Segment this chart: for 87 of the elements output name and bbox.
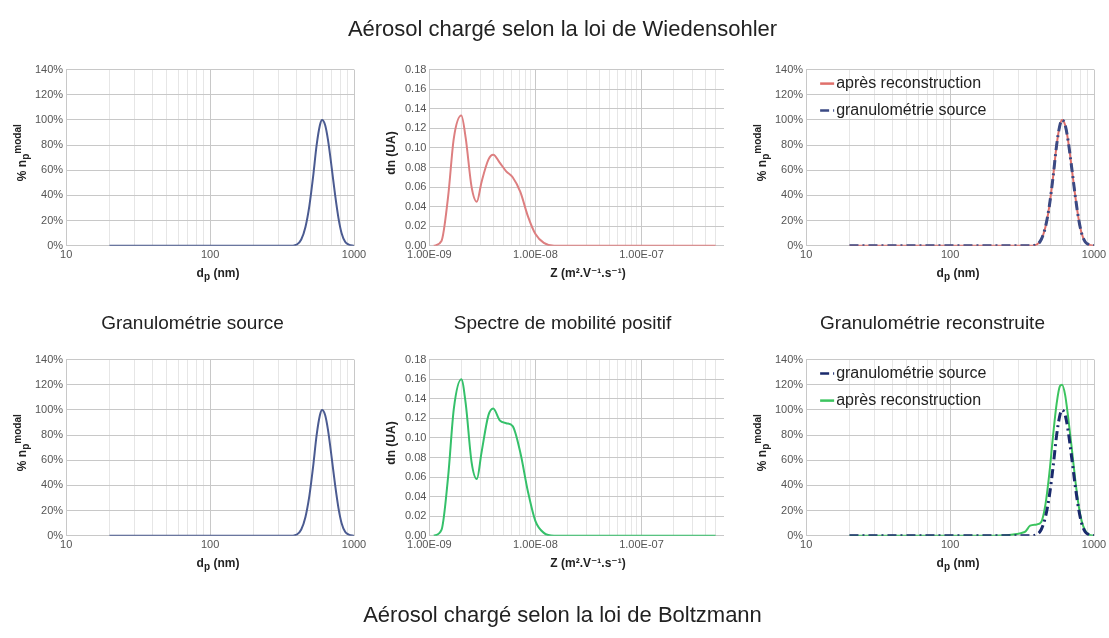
x-tick-label: 1.00E-08: [513, 538, 558, 551]
x-tick-label: 10: [60, 538, 73, 551]
y-tick-label: 0.02: [404, 219, 427, 232]
y-axis-title: dn (UA): [384, 130, 399, 175]
y-tick-label: 0.12: [404, 121, 427, 134]
text: Aérosol chargé selon la loi de Wiedensohler: [346, 16, 779, 42]
y-tick-label: 0.08: [404, 160, 427, 173]
y-tick-label: 120%: [34, 87, 64, 100]
y-tick-label: 0.18: [404, 62, 427, 75]
x-tick-label: 1000: [341, 248, 367, 261]
y-tick-label: 0%: [787, 238, 804, 251]
x-tick-label: 10: [800, 248, 813, 261]
y-tick-label: 0.06: [404, 470, 427, 483]
y-tick-label: 0.14: [404, 101, 427, 114]
chart-title: Granulométrie reconstruite: [819, 312, 1046, 334]
legend-label: après reconstruction: [836, 74, 982, 92]
y-tick-label: 140%: [34, 62, 64, 75]
y-tick-label: 0.14: [404, 391, 427, 404]
y-tick-label: 100%: [34, 402, 64, 415]
y-tick-label: 80%: [781, 138, 804, 151]
x-axis-title: d$_{p}$ (nm): [195, 556, 241, 573]
y-tick-label: 0.04: [404, 489, 427, 502]
legend-label: granulométrie source: [836, 101, 987, 119]
y-tick-label: 80%: [781, 428, 804, 441]
y-axis-title: dn (UA): [384, 420, 399, 465]
y-tick-label: 0.02: [404, 509, 427, 522]
x-tick-label: 100: [940, 248, 960, 261]
y-tick-label: 20%: [41, 213, 64, 226]
y-tick-label: 0.10: [404, 140, 427, 153]
x-tick-label: 1.00E-08: [513, 248, 558, 261]
y-tick-label: 0.00: [404, 528, 427, 541]
y-tick-label: 60%: [781, 453, 804, 466]
y-tick-label: 20%: [781, 213, 804, 226]
y-tick-label: 140%: [34, 352, 64, 365]
x-tick-label: 1000: [1081, 248, 1107, 261]
y-tick-label: 140%: [774, 62, 804, 75]
y-tick-label: 0.18: [404, 352, 427, 365]
x-tick-label: 100: [200, 248, 220, 261]
x-tick-label: 1.00E-07: [619, 248, 664, 261]
x-tick-label: 10: [60, 248, 73, 261]
x-tick-label: 10: [800, 538, 813, 551]
y-tick-label: 60%: [41, 163, 64, 176]
y-tick-label: 0.16: [404, 372, 427, 385]
y-tick-label: 0.08: [404, 450, 427, 463]
x-tick-label: 100: [940, 538, 960, 551]
y-tick-label: 0%: [787, 528, 804, 541]
y-tick-label: 40%: [781, 478, 804, 491]
x-tick-label: 1000: [1081, 538, 1107, 551]
x-axis-title: d$_{p}$ (nm): [195, 266, 241, 283]
y-tick-label: 80%: [41, 428, 64, 441]
legend-label: après reconstruction: [836, 391, 982, 409]
y-tick-label: 120%: [774, 87, 804, 100]
x-axis-title: Z (m².V⁻¹.s⁻¹): [549, 266, 627, 280]
text: Aérosol chargé selon la loi de Boltzmann: [362, 602, 763, 628]
y-tick-label: 80%: [41, 138, 64, 151]
y-tick-label: 0.16: [404, 82, 427, 95]
y-tick-label: 0.00: [404, 238, 427, 251]
y-tick-label: 0%: [47, 528, 64, 541]
y-tick-label: 100%: [774, 402, 804, 415]
y-tick-label: 60%: [781, 163, 804, 176]
y-tick-label: 120%: [774, 377, 804, 390]
x-axis-title: d$_{p}$ (nm): [935, 556, 981, 573]
legend-label: granulométrie source: [836, 364, 987, 382]
chart-title: Spectre de mobilité positif: [452, 312, 673, 334]
y-tick-label: 100%: [774, 112, 804, 125]
y-tick-label: 100%: [34, 112, 64, 125]
y-tick-label: 140%: [774, 352, 804, 365]
y-tick-label: 60%: [41, 453, 64, 466]
y-tick-label: 40%: [781, 188, 804, 201]
x-tick-label: 1.00E-07: [619, 538, 664, 551]
y-tick-label: 0.06: [404, 180, 427, 193]
y-tick-label: 20%: [41, 503, 64, 516]
y-tick-label: 0%: [47, 238, 64, 251]
x-tick-label: 1000: [341, 538, 367, 551]
y-tick-label: 20%: [781, 503, 804, 516]
y-tick-label: 40%: [41, 478, 64, 491]
x-tick-label: 100: [200, 538, 220, 551]
y-tick-label: 0.10: [404, 430, 427, 443]
x-axis-title: Z (m².V⁻¹.s⁻¹): [549, 556, 627, 570]
y-tick-label: 0.04: [404, 199, 427, 212]
y-tick-label: 0.12: [404, 411, 427, 424]
x-tick-label: 1.00E-09: [407, 538, 452, 551]
x-tick-label: 1.00E-09: [407, 248, 452, 261]
x-axis-title: d$_{p}$ (nm): [935, 266, 981, 283]
y-tick-label: 120%: [34, 377, 64, 390]
y-tick-label: 40%: [41, 188, 64, 201]
chart-title: Granulométrie source: [100, 312, 285, 334]
